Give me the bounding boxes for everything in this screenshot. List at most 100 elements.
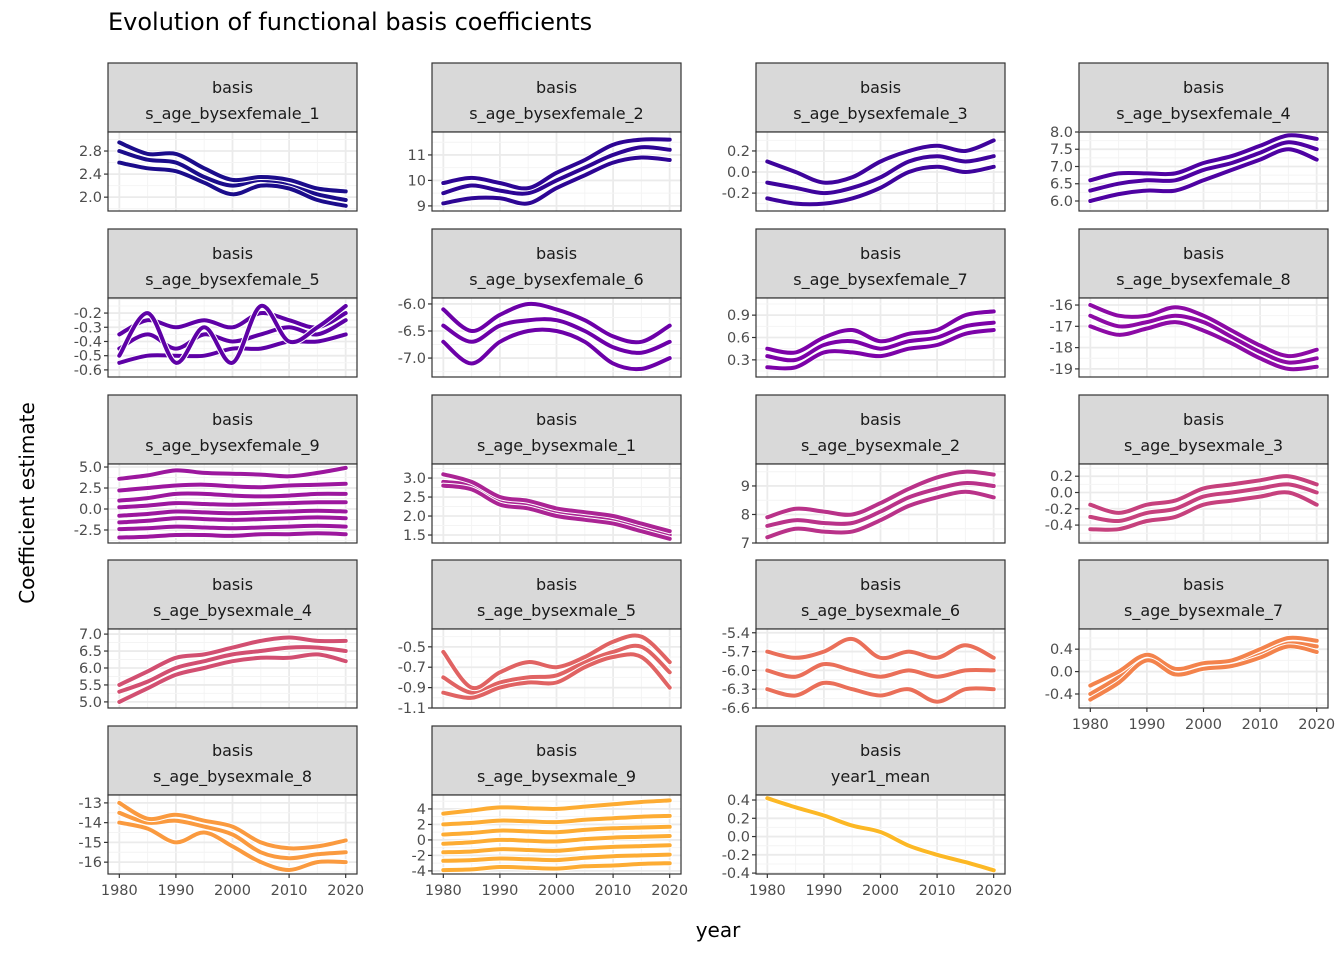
strip-label-name: s_age_bysexfemale_2	[469, 104, 643, 124]
x-tick-label: 1980	[425, 883, 462, 899]
series-line	[765, 164, 996, 207]
series-group	[440, 632, 673, 701]
y-tick-label: 9	[741, 479, 750, 495]
strip-label-name: s_age_bysexfemale_4	[1116, 104, 1290, 124]
facet-strip	[755, 228, 1006, 299]
y-tick-label: -16	[78, 855, 102, 871]
series-group	[1087, 473, 1320, 533]
series-line	[441, 155, 672, 206]
panel-border	[431, 463, 682, 544]
y-tick-label: 5.0	[79, 695, 102, 711]
strip-label-name: s_age_bysexmale_1	[477, 436, 636, 456]
strip-label-name: s_age_bysexmale_2	[801, 436, 960, 456]
series-line	[1088, 474, 1319, 515]
y-tick-label: -14	[78, 816, 102, 832]
series-line	[765, 320, 996, 363]
x-tick-label: 2000	[214, 883, 251, 899]
strip-label-name: s_age_bysexmale_4	[153, 601, 312, 621]
facet-strip	[755, 394, 1006, 465]
panel-border	[755, 463, 1006, 544]
y-tick-label: 2.0	[79, 190, 102, 206]
y-tick-label: 6.5	[79, 644, 102, 660]
y-tick-label: 1.5	[403, 528, 426, 544]
y-tick-label: -6.0	[722, 663, 750, 679]
series-line	[441, 643, 672, 695]
y-tick-label: -0.3	[74, 320, 102, 336]
y-tick-label: -17	[1049, 319, 1073, 335]
y-tick-label: -15	[78, 835, 102, 851]
series-group	[764, 308, 997, 372]
series-line	[765, 796, 996, 873]
strip-label-name: s_age_bysexfemale_6	[469, 270, 643, 290]
strip-label-prefix: basis	[860, 575, 901, 594]
series-line	[441, 317, 672, 355]
series-line	[1088, 133, 1319, 183]
strip-label-name: s_age_bysexmale_8	[153, 767, 312, 787]
series-line	[117, 481, 348, 493]
y-tick-label: 0.4	[1050, 642, 1073, 658]
series-line	[765, 469, 996, 520]
x-tick-label: 1990	[157, 883, 194, 899]
facet-panel: basis s_age_bysexfemale_2 9 10 11	[408, 62, 682, 215]
facet-panel: basis s_age_bysexmale_5 -1.1 -0.9 -0.7 -0.5	[398, 559, 682, 717]
series-line	[765, 309, 996, 355]
y-tick-label: 0.6	[727, 331, 750, 347]
series-line	[441, 813, 672, 827]
y-tick-label: -2.5	[74, 523, 102, 539]
facet-panel: basis s_age_bysexfemale_6 -7.0 -6.5 -6.0	[398, 228, 682, 378]
series-line	[441, 327, 672, 372]
series-line	[117, 515, 348, 525]
y-tick-label: -0.6	[74, 363, 102, 379]
x-tick-label: 2020	[975, 883, 1012, 899]
facet-strip	[1078, 559, 1329, 630]
x-tick-label: 2020	[1298, 717, 1335, 733]
series-line	[765, 680, 996, 704]
y-tick-label: -7.0	[398, 351, 426, 367]
series-group	[1087, 634, 1320, 703]
series-group	[116, 799, 349, 874]
y-tick-label: 7	[741, 536, 750, 552]
y-tick-label: -0.4	[74, 334, 102, 350]
panel-border	[1078, 463, 1329, 544]
facet-panel: basis s_age_bysexmale_4 5.05.56.06.57.0	[79, 559, 358, 711]
series-line	[1088, 313, 1319, 365]
series-line	[441, 145, 672, 196]
strip-label-prefix: basis	[1183, 78, 1224, 97]
x-tick-label: 2020	[651, 883, 688, 899]
series-line	[117, 523, 348, 532]
strip-label-name: s_age_bysexmale_5	[477, 601, 636, 621]
series-group	[116, 303, 349, 366]
facet-panel: basis s_age_bysexfemale_9 -2.5 0.0 2.5 5.0	[74, 394, 358, 544]
series-line	[441, 652, 672, 700]
facet-strip	[1078, 228, 1329, 299]
y-tick-label: 6.5	[1050, 177, 1073, 193]
x-axis-label: year	[695, 918, 741, 942]
y-tick-label: -0.2	[722, 186, 750, 202]
y-tick-label: -4	[412, 864, 426, 880]
series-line	[117, 635, 348, 687]
chart-title: Evolution of functional basis coefficien…	[108, 8, 593, 36]
series-line	[117, 304, 348, 365]
x-tick-label: 2000	[1185, 717, 1222, 733]
series-line	[441, 798, 672, 816]
series-line	[441, 852, 672, 863]
series-line	[117, 332, 348, 365]
y-tick-label: 0.2	[727, 144, 750, 160]
panel-border	[431, 131, 682, 212]
facet-panel: basis s_age_bysexfemale_7 0.3 0.6 0.9	[727, 228, 1006, 378]
strip-label-prefix: basis	[860, 410, 901, 429]
facet-strip	[755, 559, 1006, 630]
strip-label-prefix: basis	[212, 78, 253, 97]
y-tick-label: -1.1	[398, 701, 426, 717]
y-tick-label: 0	[417, 833, 426, 849]
strip-label-prefix: basis	[860, 78, 901, 97]
facet-panel: basis s_age_bysexfemale_5 -0.6-0.5-0.4-0.3…	[74, 228, 358, 379]
y-tick-label: -0.4	[1045, 687, 1073, 703]
y-tick-label: 0.0	[1050, 665, 1073, 681]
panel-border	[1078, 297, 1329, 378]
x-tick-label: 2010	[271, 883, 308, 899]
series-line	[1088, 490, 1319, 532]
strip-label-prefix: basis	[536, 410, 577, 429]
series-group	[764, 137, 997, 208]
